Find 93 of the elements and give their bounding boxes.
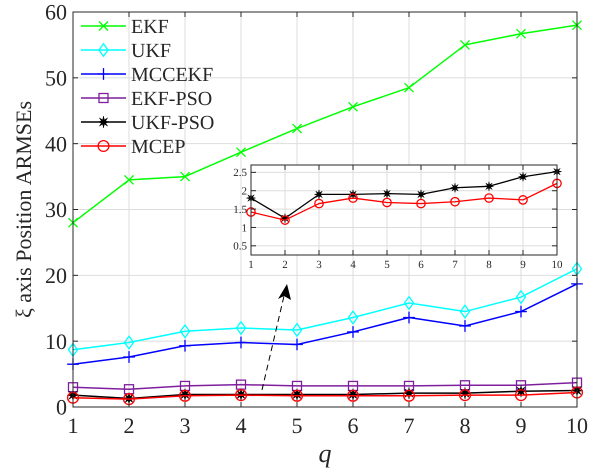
point: [514, 389, 528, 402]
x-tick-label: 5: [292, 413, 302, 438]
legend-label: MCEP: [131, 136, 186, 158]
point: [314, 190, 324, 200]
point: [234, 336, 248, 349]
point: [68, 382, 78, 392]
point: [236, 379, 246, 390]
x-tick-label: 8: [486, 259, 492, 271]
point: [314, 198, 324, 208]
text: EKF: [131, 16, 169, 38]
point: [572, 377, 582, 388]
point: [514, 305, 528, 318]
y-tick-label: 2.5: [233, 167, 248, 180]
point: [460, 380, 470, 390]
point: [124, 384, 134, 394]
point: [484, 193, 494, 203]
x-tick-label: 6: [418, 259, 424, 271]
y-tick-label: 40: [45, 131, 67, 156]
point: [290, 338, 304, 351]
point: [572, 20, 582, 30]
point: [124, 336, 134, 350]
point: [292, 323, 302, 337]
point: [180, 380, 190, 392]
point: [382, 198, 392, 208]
point: [402, 310, 416, 324]
point: [416, 190, 426, 200]
y-tick-label: 10: [45, 328, 67, 354]
point: [348, 380, 358, 392]
point: [518, 172, 528, 182]
point: [68, 218, 78, 228]
y-tick-label: 2: [242, 186, 247, 198]
point: [246, 207, 256, 217]
y-tick-label: 20: [45, 263, 67, 288]
point: [180, 171, 190, 182]
point: [178, 339, 192, 352]
point: [180, 324, 190, 338]
x-tick-label: 3: [316, 259, 322, 271]
point: [460, 40, 470, 50]
x-tick-label: 4: [350, 259, 356, 271]
y-tick-label: 0: [56, 394, 67, 420]
point: [450, 196, 460, 207]
y-tick-label: 60: [45, 0, 67, 25]
y-tick-label: 0.5: [233, 240, 248, 253]
x-tick-label: 5: [384, 259, 390, 271]
legend-label: UKF: [131, 40, 172, 62]
point: [516, 380, 526, 390]
point: [68, 342, 78, 357]
point: [516, 290, 526, 304]
x-tick-label: 10: [552, 259, 563, 271]
y-tick-label: 1.5: [233, 204, 248, 216]
point: [460, 304, 470, 318]
x-tick-label: 7: [404, 413, 414, 438]
point: [484, 182, 494, 192]
legend-label: UKF-PSO: [131, 112, 214, 134]
x-tick-label: 10: [566, 413, 588, 438]
point: [402, 390, 416, 402]
legend-label: MCCEKF: [131, 64, 214, 86]
point: [124, 174, 134, 186]
x-axis-title: q: [318, 439, 332, 468]
point: [382, 188, 392, 198]
point: [404, 82, 414, 93]
point: [516, 28, 526, 39]
x-tick-label: 9: [516, 413, 526, 438]
point: [416, 198, 426, 208]
point: [66, 392, 80, 404]
point: [348, 102, 358, 112]
point: [236, 321, 246, 335]
x-tick-label: 6: [348, 413, 358, 438]
x-tick-label: 8: [460, 413, 470, 438]
point: [458, 320, 472, 333]
x-tick-label: 4: [236, 413, 246, 438]
x-tick-label: 2: [282, 259, 288, 271]
y-axis-title: ξ axis Position ARMSEs: [11, 100, 36, 318]
y-tick-label: 50: [45, 66, 67, 91]
x-tick-label: 3: [180, 413, 190, 438]
legend-label: EKF-PSO: [131, 88, 212, 110]
point: [518, 195, 528, 205]
point: [236, 147, 246, 158]
point: [122, 350, 136, 364]
x-tick-label: 2: [124, 413, 134, 438]
point: [552, 178, 562, 188]
point: [346, 325, 360, 338]
point: [348, 310, 358, 324]
point: [404, 296, 414, 310]
point: [292, 380, 302, 392]
y-tick-label: 30: [45, 197, 67, 222]
point: [450, 182, 460, 193]
point: [292, 123, 302, 134]
point: [348, 193, 358, 203]
x-tick-label: 7: [452, 259, 458, 271]
point: [572, 262, 582, 276]
x-tick-label: 9: [520, 259, 526, 271]
y-tick-label: 1: [242, 222, 247, 234]
